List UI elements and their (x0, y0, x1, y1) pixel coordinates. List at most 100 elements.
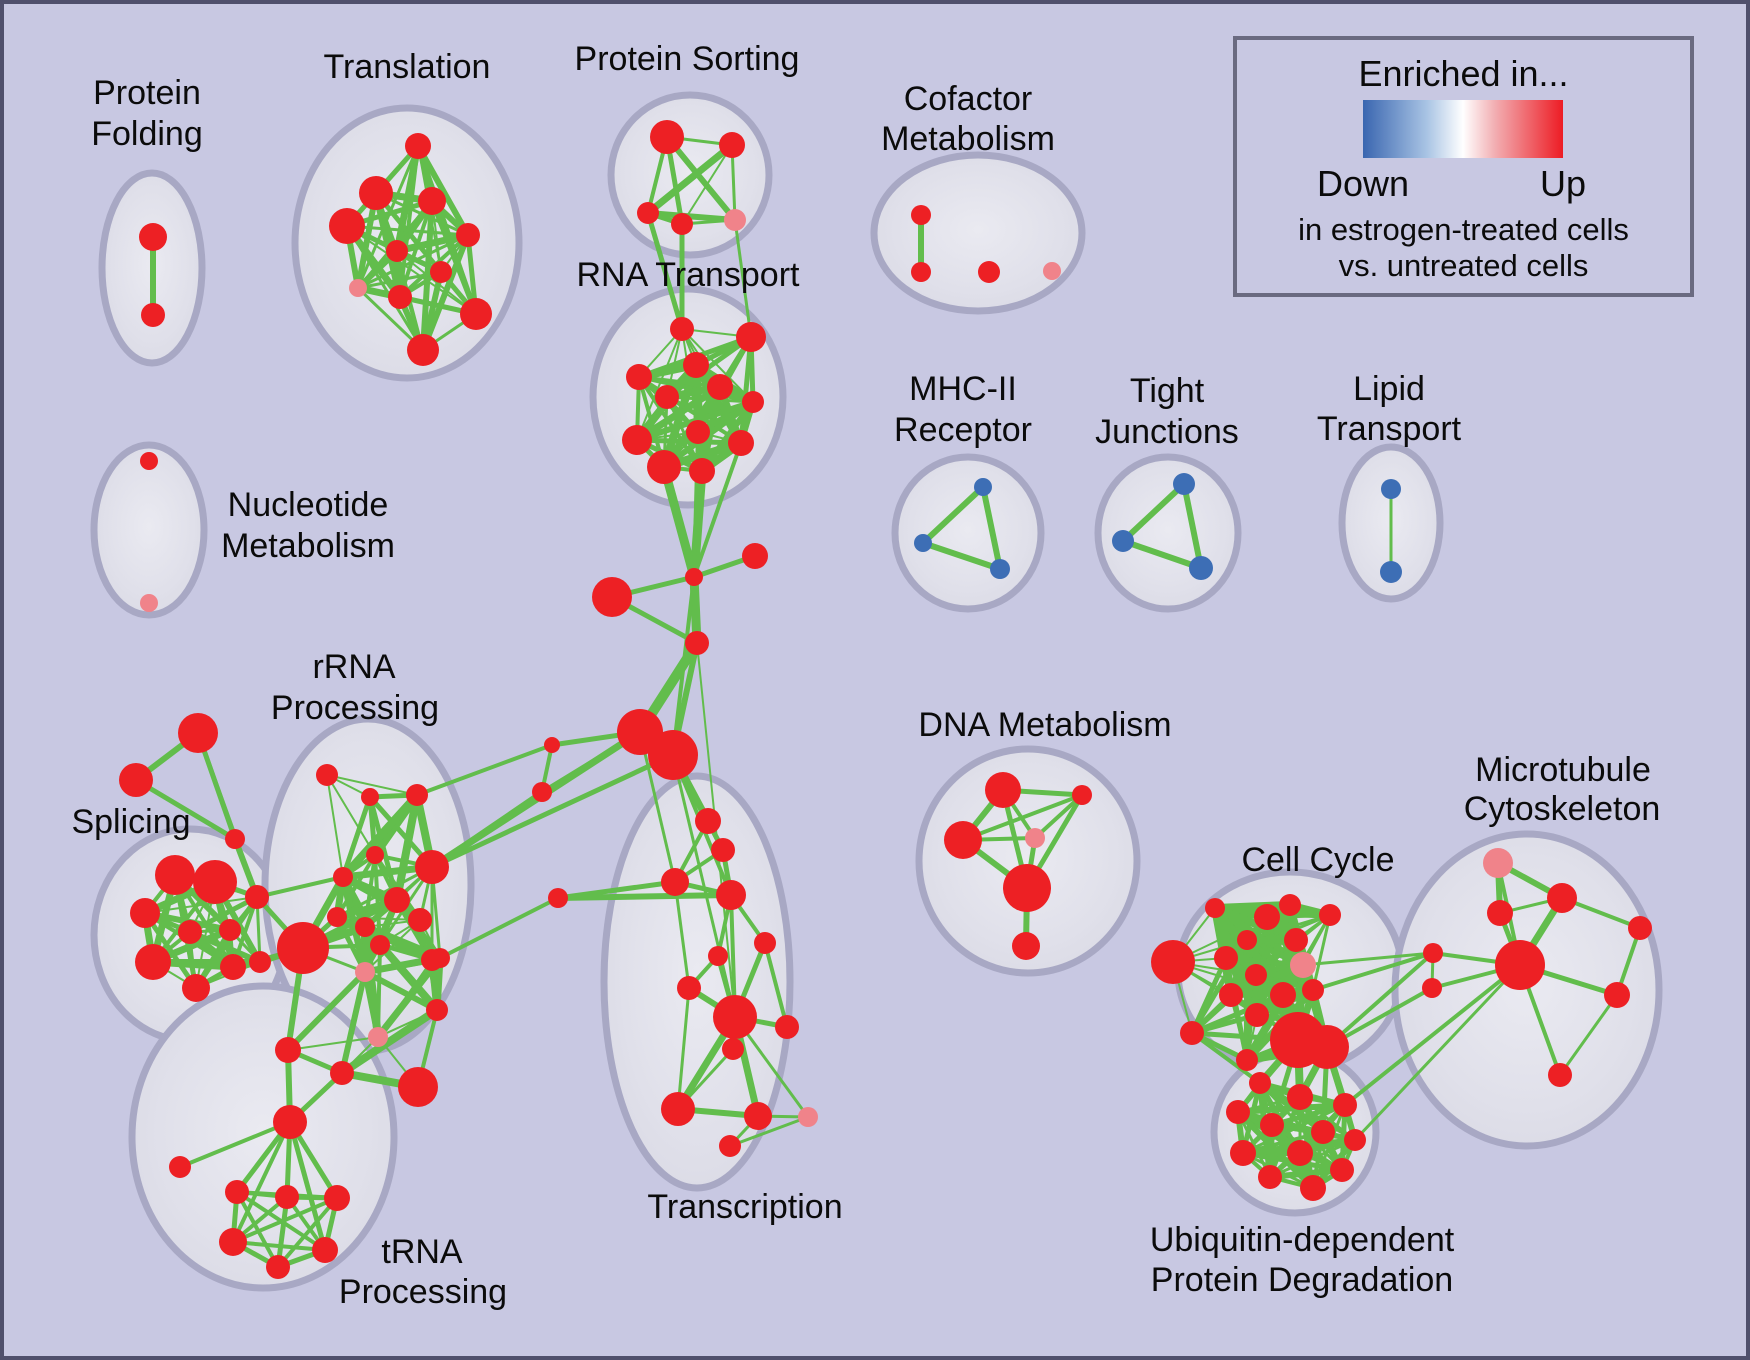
gene-set-node-translation (388, 285, 412, 309)
gene-set-node-trna-processing (225, 1180, 249, 1204)
edge-rna-transport (636, 328, 683, 441)
gene-set-node-trna-processing (324, 1185, 350, 1211)
gene-set-node-nucleotide-metabolism (140, 452, 158, 470)
gene-set-node-cell-cycle (1214, 946, 1238, 970)
edge-rrna-processing (362, 969, 381, 1040)
gene-set-node-cofactor-metabolism (1043, 262, 1061, 280)
gene-set-node-rrna-processing (277, 922, 329, 974)
edge-translation (429, 198, 479, 317)
gene-set-node-translation (430, 261, 452, 283)
gene-set-node-rna-transport (683, 352, 709, 378)
edge-inter-cluster (659, 462, 699, 582)
edge-mhc-ii-receptor (920, 484, 986, 546)
edge-rrna-processing (335, 865, 434, 919)
edge-rrna-processing (326, 774, 344, 878)
cluster-label-tight-junctions: Junctions (1095, 413, 1239, 451)
edge-rrna-processing (378, 943, 439, 1012)
gene-set-node-transcription (661, 1092, 695, 1126)
edge-translation (415, 143, 471, 238)
edge-translation (356, 233, 470, 290)
gene-set-node-splicing-triangle (225, 829, 245, 849)
gene-set-node-trna-processing (266, 1255, 290, 1279)
gene-set-node-translation (407, 334, 439, 366)
edge-rrna-processing (377, 959, 433, 1038)
gene-set-node-trna-processing (273, 1105, 307, 1139)
cluster-ellipse-cofactor-metabolism (870, 151, 1086, 315)
edge-translation (393, 231, 472, 255)
gene-set-node-rrna-processing (370, 935, 390, 955)
gene-set-node-microtubule-cytoskeleton (1422, 978, 1442, 998)
edge-dna-metabolism (961, 793, 1084, 842)
edge-rna-transport (633, 383, 724, 444)
legend: Enriched in... Down Up in estrogen-treated … (1233, 36, 1694, 297)
gene-set-node-transcription (716, 880, 746, 910)
gene-set-node-ubiquitin-degradation (1333, 1093, 1357, 1117)
edge-inter-cluster (645, 210, 685, 332)
gene-set-node-splicing (130, 898, 160, 928)
edge-translation (345, 224, 425, 352)
gene-set-node-translation (405, 133, 431, 159)
edge-splicing-triangle (133, 777, 238, 842)
gene-set-node-rrna-processing (333, 867, 353, 887)
gene-set-node-cell-cycle (1236, 1049, 1258, 1071)
edge-inter-cluster (429, 752, 676, 870)
gene-set-node-splicing-triangle (119, 763, 153, 797)
edge-dna-metabolism (1033, 793, 1084, 840)
cluster-ellipse-trna-processing (128, 982, 398, 1292)
edge-inter-cluster (638, 730, 677, 884)
cluster-label-microtubule-cytoskeleton: Microtubule (1475, 751, 1651, 789)
gene-set-node-cofactor-metabolism (911, 262, 931, 282)
gene-set-node-ubiquitin-degradation (1226, 1100, 1250, 1124)
edge-translation (345, 224, 470, 237)
edge-inter-cluster (692, 430, 700, 579)
gene-set-node-dna-metabolism (1072, 785, 1092, 805)
edge-splicing (193, 894, 260, 991)
cluster-ellipse-dna-metabolism (915, 745, 1141, 977)
edge-protein-sorting (664, 134, 738, 223)
gene-set-node-cofactor-metabolism (911, 205, 931, 225)
edge-cell-cycle (1225, 939, 1297, 959)
gene-set-node-translation (456, 223, 480, 247)
cluster-ellipse-mhc-ii-receptor (891, 453, 1045, 613)
gene-set-node-cell-cycle (1245, 964, 1267, 986)
cluster-label-ubiquitin-degradation: Ubiquitin-dependent (1150, 1221, 1455, 1259)
gene-set-node-rrna-processing (368, 1027, 388, 1047)
cluster-label-protein-sorting: Protein Sorting (575, 40, 800, 78)
gene-set-node-microtubule-cytoskeleton (1483, 848, 1513, 878)
edge-rrna-processing (336, 916, 421, 921)
gene-set-node-microtubule-cytoskeleton (1547, 883, 1577, 913)
gene-set-node-cofactor-metabolism (978, 261, 1000, 283)
gene-set-node-cell-cycle (1254, 904, 1280, 930)
gene-set-node-splicing (193, 860, 237, 904)
edge-rrna-processing (362, 957, 435, 975)
legend-subtitle-line1: in estrogen-treated cells (1298, 212, 1629, 247)
gene-set-node-connectors (544, 737, 560, 753)
edge-rrna-processing (338, 1006, 441, 1077)
edge-rrna-processing (339, 791, 421, 881)
gene-set-node-transcription (719, 1135, 741, 1157)
cluster-label-ubiquitin-degradation: Protein Degradation (1151, 1261, 1453, 1299)
gene-set-node-transcription (722, 1038, 744, 1060)
gene-set-node-transcription (708, 946, 728, 966)
edge-inter-cluster (1301, 951, 1435, 967)
gene-set-node-connectors (685, 631, 709, 655)
cluster-label-splicing: Splicing (71, 803, 190, 841)
gene-set-node-transcription (713, 995, 757, 1039)
gene-set-node-translation (418, 187, 446, 215)
legend-title: Enriched in... (1358, 53, 1568, 94)
cluster-label-microtubule-cytoskeleton: Cytoskeleton (1464, 790, 1661, 828)
gene-set-node-rrna-processing (327, 907, 347, 927)
edge-trna-processing (231, 1240, 327, 1252)
edge-rna-transport (634, 437, 744, 446)
edge-protein-sorting (644, 141, 736, 217)
gene-set-node-rrna-processing (426, 999, 448, 1021)
gene-set-node-cell-cycle (1151, 940, 1195, 984)
cluster-label-protein-folding: Folding (91, 115, 203, 153)
edge-inter-cluster (733, 218, 753, 339)
gene-set-node-rrna-processing (355, 917, 375, 937)
edge-trna-processing (231, 1120, 292, 1244)
edge-splicing (142, 910, 199, 991)
edge-tight-junctions (1120, 538, 1204, 571)
